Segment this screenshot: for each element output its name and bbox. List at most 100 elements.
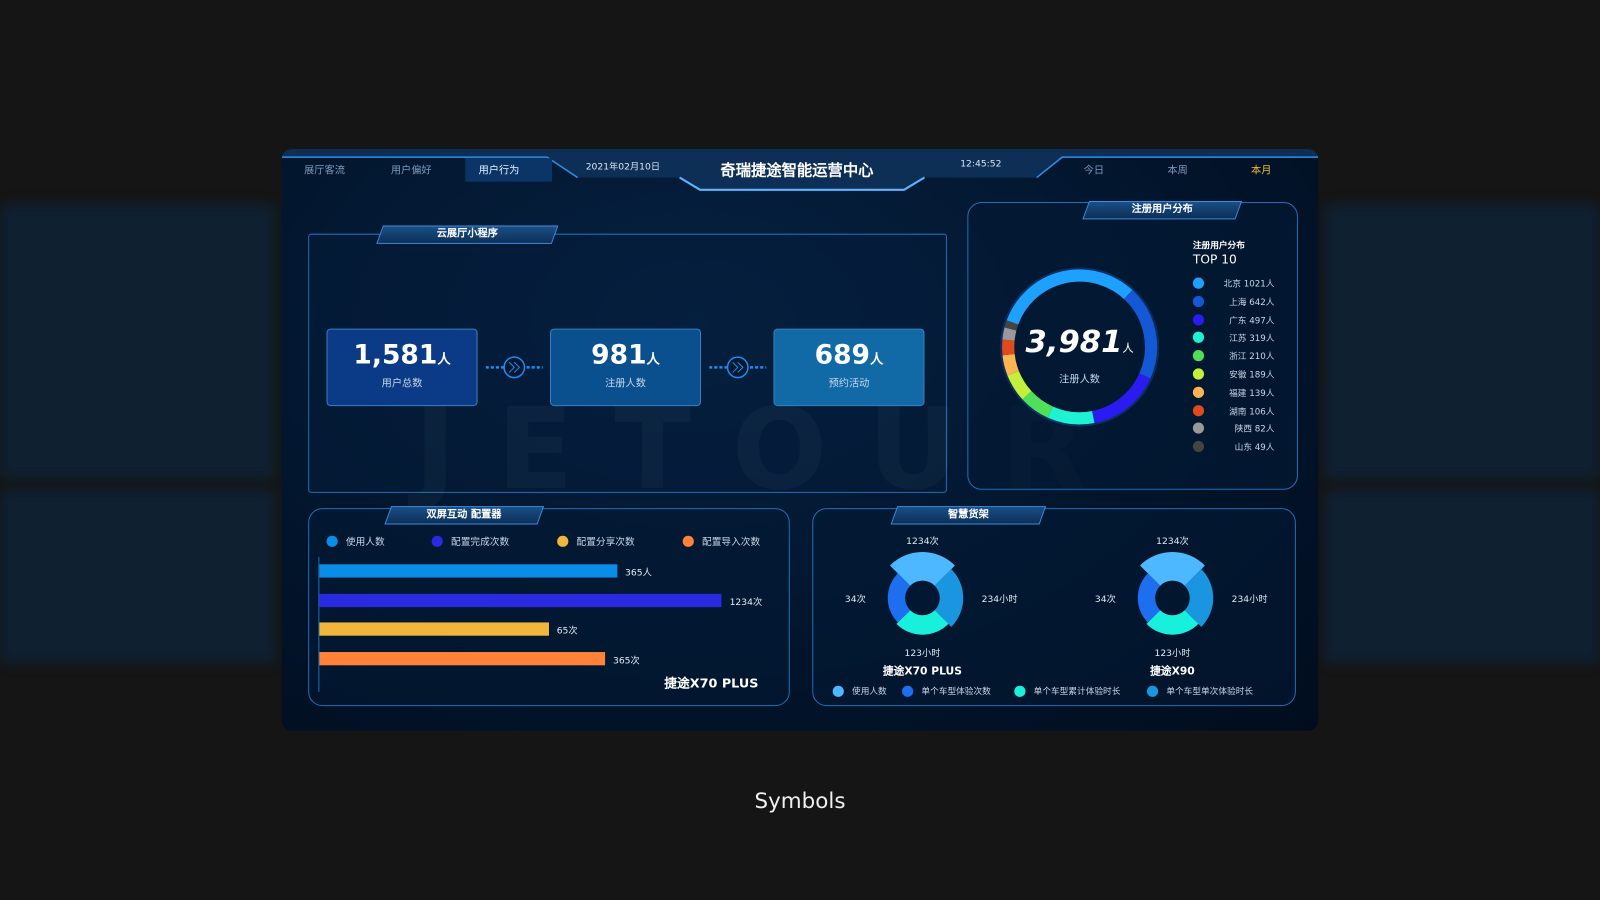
rose-segment[interactable]: [1146, 610, 1199, 635]
donut-segment-福建[interactable]: [1002, 353, 1019, 376]
rose-segment[interactable]: [889, 552, 955, 586]
legend-item: 使用人数: [832, 685, 887, 697]
legend-dot: [1192, 313, 1205, 326]
legend-dot: [1146, 685, 1159, 697]
legend-dot: [1192, 422, 1205, 435]
header-bar: [281, 148, 1319, 191]
legend-dot: [1192, 386, 1205, 398]
bar: [319, 652, 605, 666]
bar-label: 1234次: [729, 597, 763, 608]
card-label: 预约活动: [828, 378, 870, 390]
tab-today[interactable]: 今日: [1083, 165, 1105, 177]
tab-user-preference[interactable]: 用户偏好: [390, 165, 432, 177]
mini-program-title: 云展厅小程序: [376, 225, 559, 244]
label-left: 34次: [844, 594, 866, 606]
registered-panel: [967, 202, 1298, 490]
card-unit: 人: [870, 352, 884, 368]
label-bottom: 123小时: [904, 648, 941, 660]
legend-item: 使用人数: [326, 534, 385, 548]
blurred-right-screen-bottom: [1324, 489, 1600, 664]
registered-donut: [999, 267, 1160, 427]
legend-label: 上海 642人: [1229, 297, 1275, 308]
legend-label: 陕西 82人: [1234, 424, 1275, 436]
tab-hall-traffic[interactable]: 展厅客流: [304, 165, 345, 177]
flow-arrow-icon: [709, 356, 767, 379]
label-top: 1234次: [1156, 536, 1189, 547]
blurred-right-screen: [1324, 204, 1600, 480]
bar-axis: [318, 557, 320, 692]
legend-label: 福建 139人: [1229, 388, 1275, 399]
bar-label: 365人: [625, 568, 652, 579]
rose-segment[interactable]: [934, 569, 964, 627]
legend-label: 湖南 106人: [1229, 406, 1275, 417]
donut-segment-广东[interactable]: [1091, 373, 1151, 424]
bar: [319, 564, 617, 578]
legend-label: 使用人数: [852, 686, 887, 697]
legend-item: 配置完成次数: [431, 534, 509, 548]
legend-dot: [1192, 277, 1205, 289]
total-unit: 人: [1122, 341, 1134, 356]
donut-segment-江苏[interactable]: [1047, 406, 1095, 425]
legend-item: 陕西 82人: [1192, 422, 1275, 436]
card-total-users[interactable]: 1,581人 用户总数: [326, 328, 478, 407]
legend-dot: [682, 535, 694, 547]
legend-item: 浙江 210人: [1192, 350, 1275, 363]
legend-item: 安徽 189人: [1192, 368, 1275, 381]
legend-dot: [557, 535, 569, 547]
legend-label: 江苏 319人: [1229, 334, 1275, 345]
header-date: 2021年02月10日: [585, 162, 661, 173]
label-left: 34次: [1094, 594, 1116, 606]
legend-label: 单个车型体验次数: [921, 686, 991, 697]
legend-item: 山东 49人: [1192, 441, 1274, 453]
legend-dot: [1192, 404, 1205, 416]
header-time: 12:45:52: [960, 159, 1002, 170]
legend-item: 北京 1021人: [1192, 277, 1274, 290]
label-right: 234小时: [1231, 594, 1268, 606]
rose-segment[interactable]: [1137, 573, 1161, 623]
bar: [319, 622, 549, 637]
legend-dot: [832, 685, 844, 697]
legend-label: 单个车型单次体验时长: [1166, 686, 1254, 697]
page-title: 奇瑞捷途智能运营中心: [720, 161, 874, 180]
donut-segment-浙江[interactable]: [1022, 390, 1053, 418]
label-top: 1234次: [906, 536, 939, 547]
blurred-left-screen: [0, 204, 276, 480]
legend-dot: [1192, 295, 1205, 307]
legend-dot: [902, 685, 914, 697]
card-registered[interactable]: 981人 注册人数: [549, 328, 702, 407]
model-name: 捷途X70 PLUS: [882, 665, 962, 678]
card-reservations[interactable]: 689人 预约活动: [773, 328, 925, 407]
label-right: 234小时: [981, 594, 1018, 606]
donut-segment-北京[interactable]: [1006, 269, 1133, 325]
rose-segment[interactable]: [887, 573, 911, 623]
legend-label: 单个车型累计体验时长: [1033, 686, 1121, 697]
donut-segment-陕西[interactable]: [1002, 327, 1017, 341]
legend-item: 配置导入次数: [682, 534, 760, 548]
card-label: 注册人数: [605, 378, 646, 390]
donut-segment-安徽[interactable]: [1007, 370, 1032, 400]
donut-segment-山东[interactable]: [1004, 320, 1019, 331]
donut-segment-上海[interactable]: [1123, 290, 1158, 379]
legend-label: 广东 497人: [1229, 315, 1275, 327]
rose-segment[interactable]: [1139, 552, 1205, 586]
legend-item: 湖南 106人: [1192, 404, 1275, 417]
legend-label: 安徽 189人: [1229, 370, 1275, 381]
tab-this-month[interactable]: 本月: [1251, 165, 1272, 177]
rose-segment[interactable]: [1184, 569, 1214, 627]
rose-segment[interactable]: [896, 610, 949, 635]
legend-item: 江苏 319人: [1192, 332, 1275, 345]
bar-label: 365次: [612, 656, 640, 667]
model-name: 捷途X90: [1150, 665, 1195, 678]
bar-label: 65次: [556, 626, 578, 638]
legend-label: 浙江 210人: [1229, 352, 1275, 363]
legend-item: 单个车型累计体验时长: [1014, 685, 1120, 697]
card-value: 1,581: [353, 339, 438, 371]
tab-this-week[interactable]: 本周: [1167, 165, 1188, 177]
rose-chart: [1137, 552, 1214, 635]
card-unit: 人: [646, 352, 660, 368]
tab-user-behavior[interactable]: 用户行为: [478, 165, 520, 177]
legend-dot: [1192, 350, 1205, 362]
legend-item: 上海 642人: [1192, 295, 1275, 308]
legend-item: 配置分享次数: [557, 534, 635, 548]
registered-title: 注册用户分布: [1082, 201, 1243, 220]
